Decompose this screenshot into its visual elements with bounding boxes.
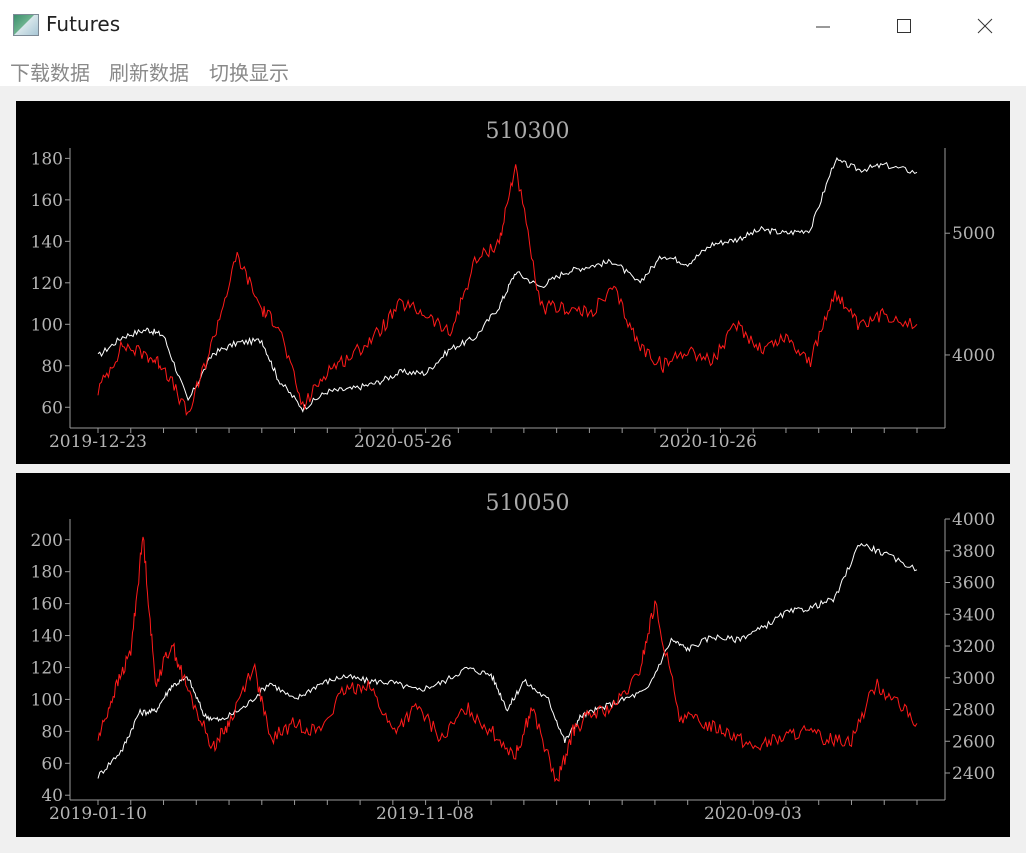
close-button[interactable] bbox=[945, 0, 1025, 52]
y-right-tick-label: 2800 bbox=[952, 701, 995, 721]
menu-download-data[interactable]: 下载数据 bbox=[10, 61, 90, 85]
x-tick-label: 2019-01-10 bbox=[49, 804, 147, 824]
chart-510300: 510300 60 80 100 120 140 160 180 4000 5000 2019-12… bbox=[31, 119, 996, 452]
series-line-red bbox=[97, 164, 918, 416]
y-right-tick-label: 4000 bbox=[952, 346, 995, 366]
y-left-tick-label: 80 bbox=[41, 722, 63, 742]
y-right-tick-label: 3000 bbox=[952, 669, 995, 689]
x-tick-label: 2020-10-26 bbox=[659, 432, 757, 452]
chart-panel-510050: 510050 40 60 80 100 120 140 160 180 200 2400 2600 28… bbox=[16, 473, 1010, 837]
minimize-button[interactable] bbox=[783, 0, 863, 52]
chart-title: 510050 bbox=[486, 491, 570, 516]
y-right-tick-label: 3800 bbox=[952, 542, 995, 562]
chart-title: 510300 bbox=[486, 119, 570, 144]
y-left-tick-label: 100 bbox=[31, 315, 63, 335]
menu-bar: 下载数据 刷新数据 切换显示 bbox=[0, 52, 1026, 86]
y-left-tick-label: 140 bbox=[31, 627, 63, 647]
y-left-tick-label: 160 bbox=[31, 191, 63, 211]
series-line-white bbox=[97, 156, 918, 413]
menu-refresh-data[interactable]: 刷新数据 bbox=[109, 61, 189, 85]
y-left-tick-label: 60 bbox=[41, 398, 63, 418]
chart-panel-510300: 510300 60 80 100 120 140 160 180 4000 5000 2019-12… bbox=[16, 101, 1010, 464]
y-left-tick-label: 40 bbox=[41, 786, 63, 806]
maximize-icon bbox=[897, 19, 911, 33]
y-right-tick-label: 4000 bbox=[952, 510, 995, 530]
y-right-tick-label: 3400 bbox=[952, 605, 995, 625]
app-window-icon bbox=[13, 14, 39, 36]
menu-toggle-display[interactable]: 切换显示 bbox=[209, 61, 289, 85]
y-right-tick-label: 5000 bbox=[952, 224, 995, 244]
y-right-tick-label: 2400 bbox=[952, 764, 995, 784]
y-left-tick-label: 180 bbox=[31, 149, 63, 169]
y-left-tick-label: 140 bbox=[31, 232, 63, 252]
x-tick-label: 2019-11-08 bbox=[376, 804, 474, 824]
y-right-tick-label: 2600 bbox=[952, 732, 995, 752]
y-left-tick-label: 100 bbox=[31, 690, 63, 710]
y-right-tick-label: 3600 bbox=[952, 574, 995, 594]
x-tick-label: 2020-05-26 bbox=[354, 432, 452, 452]
maximize-button[interactable] bbox=[864, 0, 944, 52]
chart-510050: 510050 40 60 80 100 120 140 160 180 200 2400 2600 28… bbox=[31, 491, 996, 824]
series-line-red bbox=[97, 536, 918, 783]
title-bar: Futures bbox=[0, 0, 1026, 52]
y-left-tick-label: 80 bbox=[41, 357, 63, 377]
window-title: Futures bbox=[46, 12, 121, 36]
y-left-tick-label: 60 bbox=[41, 754, 63, 774]
y-left-tick-label: 160 bbox=[31, 595, 63, 615]
y-left-tick-label: 200 bbox=[31, 531, 63, 551]
minimize-icon bbox=[816, 26, 830, 28]
y-right-tick-label: 3200 bbox=[952, 637, 995, 657]
x-tick-label: 2019-12-23 bbox=[49, 432, 147, 452]
y-left-tick-label: 180 bbox=[31, 563, 63, 583]
close-icon bbox=[977, 18, 993, 34]
y-left-tick-label: 120 bbox=[31, 274, 63, 294]
y-left-tick-label: 120 bbox=[31, 658, 63, 678]
series-line-white bbox=[97, 542, 918, 779]
x-tick-label: 2020-09-03 bbox=[704, 804, 802, 824]
